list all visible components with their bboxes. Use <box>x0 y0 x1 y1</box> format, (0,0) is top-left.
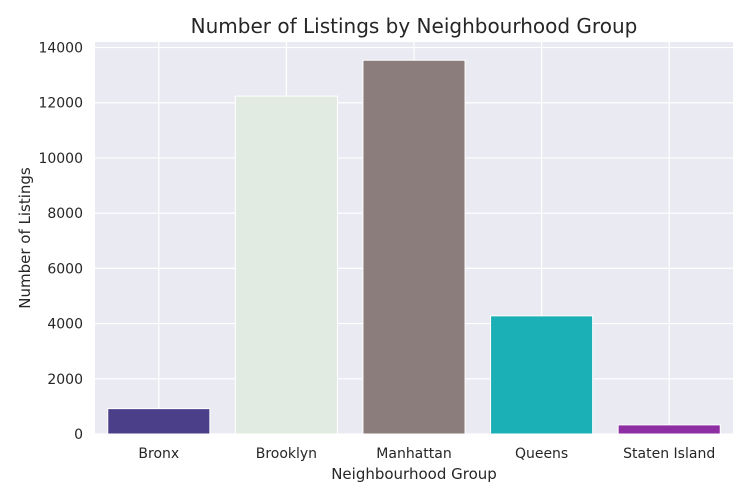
y-axis-title: Number of Listings <box>16 167 34 309</box>
x-tick-label: Manhattan <box>376 446 451 462</box>
bar-bronx <box>107 408 211 435</box>
chart-title: Number of Listings by Neighbourhood Grou… <box>191 14 638 38</box>
y-tick-label: 6000 <box>47 261 83 277</box>
y-tick-label: 4000 <box>47 317 83 333</box>
y-tick-label: 12000 <box>38 96 83 112</box>
bar-staten-island <box>617 424 721 435</box>
x-tick-label: Brooklyn <box>256 446 317 462</box>
y-tick-label: 14000 <box>38 41 83 57</box>
x-tick-label: Staten Island <box>623 446 715 462</box>
y-tick-label: 2000 <box>47 372 83 388</box>
y-axis-ticks: 0 2000 4000 6000 8000 10000 12000 14000 <box>38 41 83 443</box>
bar-brooklyn <box>234 95 338 435</box>
bar-manhattan <box>362 59 466 435</box>
x-axis-title: Neighbourhood Group <box>331 465 497 483</box>
x-tick-label: Queens <box>515 446 568 462</box>
x-axis-ticks: Bronx Brooklyn Manhattan Queens Staten Islan… <box>138 446 715 462</box>
y-tick-label: 8000 <box>47 206 83 222</box>
y-tick-label: 0 <box>74 427 83 443</box>
bars <box>107 59 721 435</box>
bar-queens <box>490 315 594 435</box>
y-tick-label: 10000 <box>38 151 83 167</box>
x-tick-label: Bronx <box>138 446 179 462</box>
